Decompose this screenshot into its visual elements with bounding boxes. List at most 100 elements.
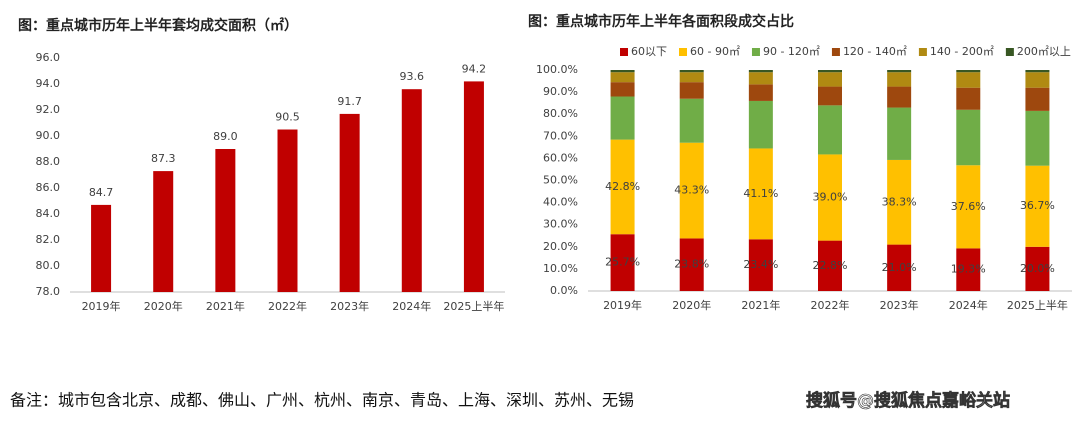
x-tick-label: 2019年 [82, 299, 121, 313]
y-tick-label: 50.0% [543, 174, 578, 187]
legend-label: 120 - 140㎡ [843, 45, 907, 58]
data-label: 25.7% [605, 256, 640, 269]
legend-swatch [679, 48, 687, 56]
x-tick-label: 2024年 [949, 298, 988, 312]
bar-segment [1025, 165, 1050, 247]
y-tick-label: 60.0% [543, 151, 578, 164]
y-tick-label: 100.0% [536, 63, 578, 76]
data-label: 93.6 [400, 70, 425, 83]
bar [153, 171, 174, 292]
y-tick-label: 78.0 [36, 285, 61, 298]
x-tick-label: 2022年 [268, 299, 307, 313]
bar-segment [748, 84, 773, 101]
bar-segment [818, 86, 842, 106]
data-label: 38.3% [882, 195, 917, 208]
y-tick-label: 30.0% [543, 218, 578, 231]
data-label: 90.5 [275, 111, 300, 124]
data-label: 89.0 [213, 130, 238, 143]
x-tick-label: 2023年 [330, 299, 369, 313]
bar-segment [610, 234, 635, 291]
y-tick-label: 40.0% [543, 196, 578, 209]
data-label: 20.0% [1020, 262, 1055, 275]
data-label: 42.8% [605, 180, 640, 193]
y-tick-label: 90.0% [543, 85, 578, 98]
bar-segment [748, 239, 773, 291]
y-tick-label: 80.0 [36, 259, 61, 272]
data-label: 23.4% [743, 258, 778, 271]
y-tick-label: 86.0 [36, 181, 61, 194]
bar-segment [887, 159, 912, 245]
data-label: 21.0% [882, 261, 917, 274]
data-label: 84.7 [89, 186, 114, 199]
x-tick-label: 2021年 [206, 299, 245, 313]
y-tick-label: 80.0% [543, 107, 578, 120]
y-tick-label: 92.0 [36, 103, 61, 116]
bar [463, 81, 484, 293]
x-tick-label: 2025上半年 [443, 299, 504, 313]
y-tick-label: 96.0 [36, 51, 61, 64]
bar-segment [956, 87, 981, 110]
bar-segment [956, 248, 981, 291]
bar-segment [887, 107, 912, 160]
legend-swatch [918, 48, 927, 56]
bar-segment [610, 70, 635, 73]
legend-label: 60 - 90㎡ [690, 45, 740, 58]
bar-segment [679, 142, 704, 239]
bar-segment [818, 154, 842, 241]
bar-segment [1025, 110, 1050, 166]
bar-segment [887, 70, 912, 73]
bar [339, 113, 360, 293]
bar-segment [748, 100, 773, 149]
legend-label: 60以下 [631, 45, 667, 58]
bar-segment [956, 70, 981, 73]
legend-swatch [620, 48, 628, 56]
bar-segment [679, 98, 704, 143]
watermark: 搜狐号@搜狐焦点嘉峪关站 [806, 390, 1010, 411]
bar-segment [679, 72, 704, 83]
data-label: 43.3% [674, 184, 709, 197]
bar-segment [610, 139, 635, 235]
data-label: 39.0% [813, 191, 848, 204]
bar-segment [956, 109, 981, 166]
x-tick-label: 2021年 [741, 298, 780, 312]
bar-segment [679, 70, 704, 73]
bar-segment [610, 72, 635, 83]
data-label: 19.3% [951, 263, 986, 276]
bar-segment [818, 240, 842, 291]
x-tick-label: 2020年 [144, 299, 183, 313]
data-label: 87.3 [151, 152, 176, 165]
data-label: 23.8% [674, 258, 709, 271]
bar-segment [748, 72, 773, 85]
bar-segment [610, 96, 635, 140]
chart-title: 图：重点城市历年上半年各面积段成交占比 [528, 13, 794, 30]
legend-label: 140 - 200㎡ [930, 45, 994, 58]
bar-segment [1025, 72, 1050, 88]
bar-segment [818, 72, 842, 87]
bar-segment [1025, 246, 1050, 291]
bar-segment [818, 70, 842, 73]
legend-label: 200㎡以上 [1017, 45, 1071, 58]
bar [277, 129, 298, 292]
bar-segment [956, 165, 981, 249]
bar-segment [818, 105, 842, 155]
x-tick-label: 2025上半年 [1007, 298, 1068, 312]
bar-segment [748, 148, 773, 240]
y-tick-label: 90.0 [36, 129, 61, 142]
data-label: 94.2 [462, 62, 487, 75]
data-label: 91.7 [337, 95, 362, 108]
bar [215, 149, 236, 292]
legend-swatch [751, 48, 760, 56]
y-tick-label: 20.0% [543, 240, 578, 253]
x-tick-label: 2024年 [392, 299, 431, 313]
legend-label: 90 - 120㎡ [763, 45, 820, 58]
bar [401, 89, 422, 292]
chart-title: 图：重点城市历年上半年套均成交面积（㎡） [18, 17, 298, 34]
legend-swatch [831, 48, 840, 56]
bar-segment [679, 238, 704, 291]
data-label: 22.8% [813, 259, 848, 272]
bar-segment [748, 70, 773, 73]
bar [91, 204, 112, 292]
bar-segment [1025, 70, 1050, 73]
x-tick-label: 2022年 [811, 298, 850, 312]
